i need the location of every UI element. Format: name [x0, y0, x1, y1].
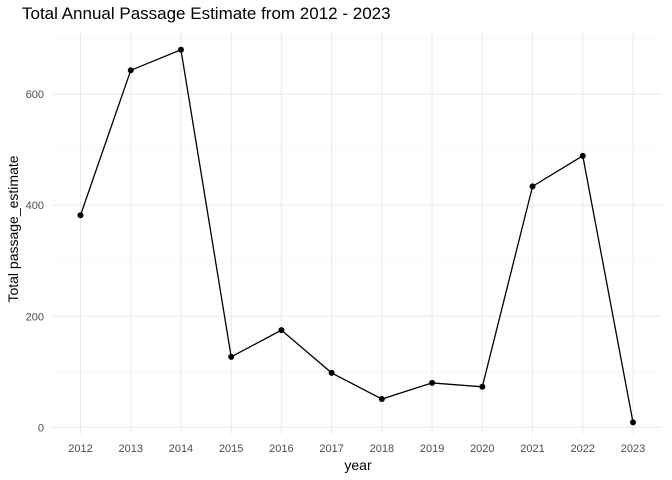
y-tick-label: 600 [26, 89, 44, 101]
data-point [479, 383, 486, 390]
x-tick-label: 2014 [169, 443, 193, 455]
x-tick-label: 2013 [118, 443, 142, 455]
x-tick-label: 2021 [520, 443, 544, 455]
y-tick-label: 400 [26, 200, 44, 212]
data-point [529, 183, 536, 190]
data-point [127, 67, 134, 74]
data-point [177, 46, 184, 53]
data-point [328, 369, 335, 376]
x-tick-label: 2019 [420, 443, 444, 455]
y-tick-label: 0 [38, 422, 44, 434]
grid-lines [52, 32, 662, 434]
x-tick-label: 2012 [68, 443, 92, 455]
data-points [77, 46, 636, 426]
data-point [429, 379, 436, 386]
series-line [79, 48, 634, 423]
chart-title: Total Annual Passage Estimate from 2012 … [22, 4, 391, 23]
data-point [77, 212, 84, 219]
x-axis-title: year [344, 457, 372, 473]
data-point [630, 419, 636, 426]
y-tick-labels: 0 200 400 600 [26, 89, 44, 434]
x-tick-label: 2017 [319, 443, 343, 455]
x-tick-labels: 2012 2013 2014 2015 2016 2017 2018 2019 2020 2021… [68, 443, 645, 455]
data-point [278, 327, 285, 334]
series-line-group [79, 48, 634, 423]
x-tick-label: 2015 [219, 443, 243, 455]
y-axis-title: Total passage_estimate [5, 155, 21, 302]
x-tick-label: 2016 [269, 443, 293, 455]
data-point [228, 353, 235, 360]
data-point [378, 396, 385, 403]
x-tick-label: 2020 [470, 443, 494, 455]
x-tick-label: 2022 [571, 443, 595, 455]
x-tick-label: 2023 [621, 443, 645, 455]
y-tick-label: 200 [26, 311, 44, 323]
data-point [579, 152, 586, 159]
x-tick-label: 2018 [370, 443, 394, 455]
